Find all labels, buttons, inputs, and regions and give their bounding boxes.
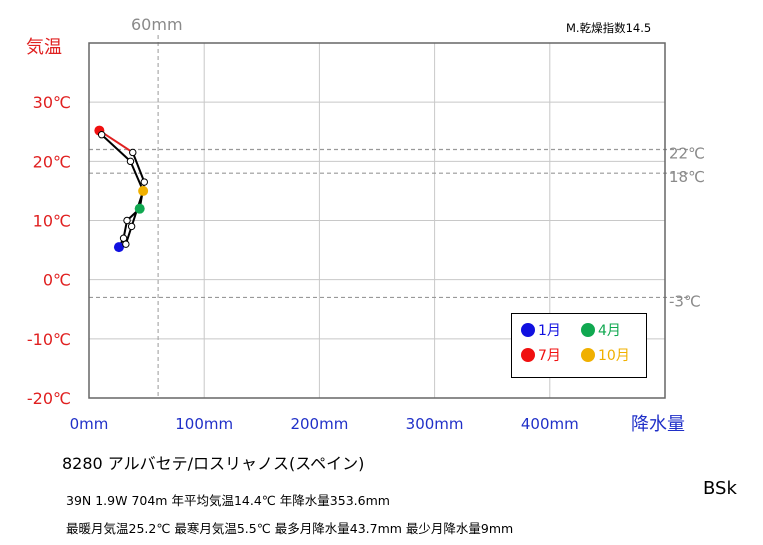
x-tick-label: 200mm bbox=[290, 415, 348, 433]
month-point bbox=[126, 157, 135, 166]
legend-item-jul: 7月 bbox=[521, 345, 561, 365]
legend-item-jan: 1月 bbox=[521, 320, 561, 340]
x-axis-title: 降水量 bbox=[631, 414, 685, 435]
reference-line-label: -3℃ bbox=[669, 292, 701, 310]
month-point bbox=[97, 131, 106, 139]
legend-dot-icon bbox=[581, 348, 595, 362]
month-point bbox=[123, 216, 131, 225]
legend-item-oct: 10月 bbox=[581, 345, 630, 365]
reference-line-label: 18℃ bbox=[669, 168, 705, 186]
month-point-highlight bbox=[113, 242, 124, 253]
month-point bbox=[129, 148, 137, 157]
plot-frame bbox=[88, 42, 666, 399]
reference-line-label: 22℃ bbox=[669, 145, 705, 163]
y-tick-label: 0℃ bbox=[43, 271, 71, 290]
month-point-highlight bbox=[134, 203, 145, 214]
legend: 1月 4月 7月 10月 bbox=[511, 313, 647, 378]
climate-classification: BSk bbox=[703, 478, 737, 499]
precip-reference-label: 60mm bbox=[131, 15, 183, 34]
y-tick-label: 10℃ bbox=[33, 212, 71, 231]
y-tick-label: -10℃ bbox=[27, 330, 71, 349]
legend-label: 7月 bbox=[538, 348, 561, 364]
station-info-line-1: 39N 1.9W 704m 年平均気温14.4℃ 年降水量353.6mm bbox=[66, 493, 390, 508]
legend-label: 10月 bbox=[598, 348, 630, 364]
month-point bbox=[122, 240, 130, 248]
y-tick-label: 30℃ bbox=[33, 93, 71, 112]
y-tick-label: 20℃ bbox=[33, 152, 71, 171]
legend-item-apr: 4月 bbox=[581, 320, 621, 340]
station-title: 8280 アルバセテ/ロスリャノス(スペイン) bbox=[62, 454, 365, 473]
legend-label: 1月 bbox=[538, 323, 561, 339]
month-point bbox=[127, 222, 136, 231]
climograph-segment bbox=[131, 152, 146, 183]
legend-label: 4月 bbox=[598, 323, 621, 339]
x-tick-label: 300mm bbox=[406, 415, 464, 433]
legend-dot-icon bbox=[521, 348, 535, 362]
climograph-segment bbox=[129, 160, 145, 192]
month-point-highlight bbox=[138, 185, 149, 196]
x-tick-label: 0mm bbox=[70, 415, 109, 433]
climograph-segment bbox=[100, 133, 132, 163]
dryness-index: M.乾燥指数14.5 bbox=[566, 21, 652, 35]
legend-dot-icon bbox=[581, 323, 595, 337]
x-tick-label: 100mm bbox=[175, 415, 233, 433]
y-tick-label: -20℃ bbox=[27, 389, 71, 408]
legend-dot-icon bbox=[521, 323, 535, 337]
y-axis-title: 気温 bbox=[26, 37, 62, 58]
station-info-line-2: 最暖月気温25.2℃ 最寒月気温5.5℃ 最多月降水量43.7mm 最少月降水量… bbox=[66, 521, 514, 536]
x-tick-label: 400mm bbox=[521, 415, 579, 433]
month-point bbox=[140, 178, 148, 186]
